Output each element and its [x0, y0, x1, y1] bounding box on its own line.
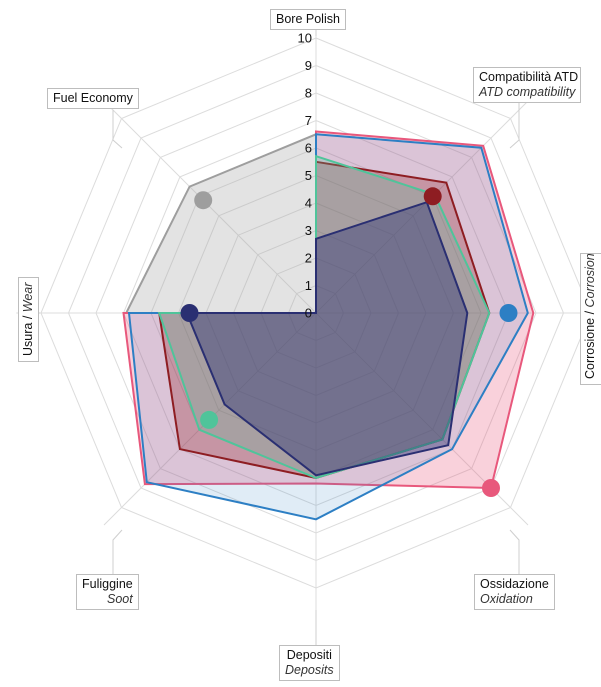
axis-label-subtext: Wear: [21, 282, 35, 313]
tick-label: 3: [305, 223, 312, 238]
axis-label-text: Corrosione: [583, 317, 597, 379]
series-marker-4: [200, 410, 219, 429]
tick-label: 10: [298, 31, 312, 46]
tick-label: 6: [305, 141, 312, 156]
axis-label-text: Compatibilità ATD: [479, 70, 579, 84]
series-marker-2: [499, 304, 518, 322]
axis-label-deposits: Depositi Deposits: [279, 645, 340, 681]
axis-label-subtext: ATD compatibility: [479, 85, 576, 99]
series-marker-1: [482, 479, 500, 497]
axis-label-subtext: Deposits: [285, 663, 334, 677]
radar-series-layer: [122, 130, 535, 521]
axis-label-fuel-economy: Fuel Economy: [47, 88, 139, 109]
tick-label: 4: [305, 196, 312, 211]
series-marker-3: [423, 187, 442, 206]
axis-label-atd-compatibility: Compatibilità ATD ATD compatibility: [473, 67, 582, 103]
axis-label-text: Ossidazione: [480, 577, 549, 591]
tick-label: 0: [305, 306, 312, 321]
tick-label: 1: [305, 278, 312, 293]
axis-label-text: Usura: [21, 322, 35, 356]
axis-label-soot: Fuliggine Soot: [76, 574, 139, 610]
axis-label-corrosion: Corrosione / Corrosion: [580, 253, 601, 385]
radar-markers: [180, 187, 518, 497]
radar-tick-labels: 0 1 2 3 4 5 6 7 8 9 10: [298, 31, 312, 321]
axis-label-text: Fuel Economy: [53, 91, 133, 105]
series-polygon-0: [124, 132, 317, 314]
tick-label: 8: [305, 86, 312, 101]
axis-label-text: Depositi: [286, 648, 332, 662]
axis-label-subtext: Corrosion: [583, 253, 597, 308]
axis-label-subtext: Oxidation: [480, 592, 533, 606]
axis-label-oxidation: Ossidazione Oxidation: [474, 574, 555, 610]
axis-label-wear: Usura / Wear: [18, 276, 39, 362]
label-leader: [509, 103, 520, 149]
axis-label-subtext: Soot: [107, 592, 133, 606]
axis-label-text: Fuliggine: [82, 577, 133, 591]
series-marker-0: [194, 191, 213, 210]
axis-label-bore-polish: Bore Polish: [270, 9, 346, 30]
label-leader: [112, 529, 123, 574]
axis-label-text: Bore Polish: [276, 12, 340, 26]
label-leader: [112, 110, 123, 149]
grid-spoke: [315, 100, 529, 314]
tick-label: 2: [305, 251, 312, 266]
label-leader: [509, 529, 520, 574]
tick-label: 7: [305, 113, 312, 128]
tick-label: 9: [305, 58, 312, 73]
series-marker-5: [180, 304, 199, 322]
series-polygon-5: [185, 200, 469, 477]
grid-spoke: [103, 100, 317, 314]
tick-label: 5: [305, 168, 312, 183]
